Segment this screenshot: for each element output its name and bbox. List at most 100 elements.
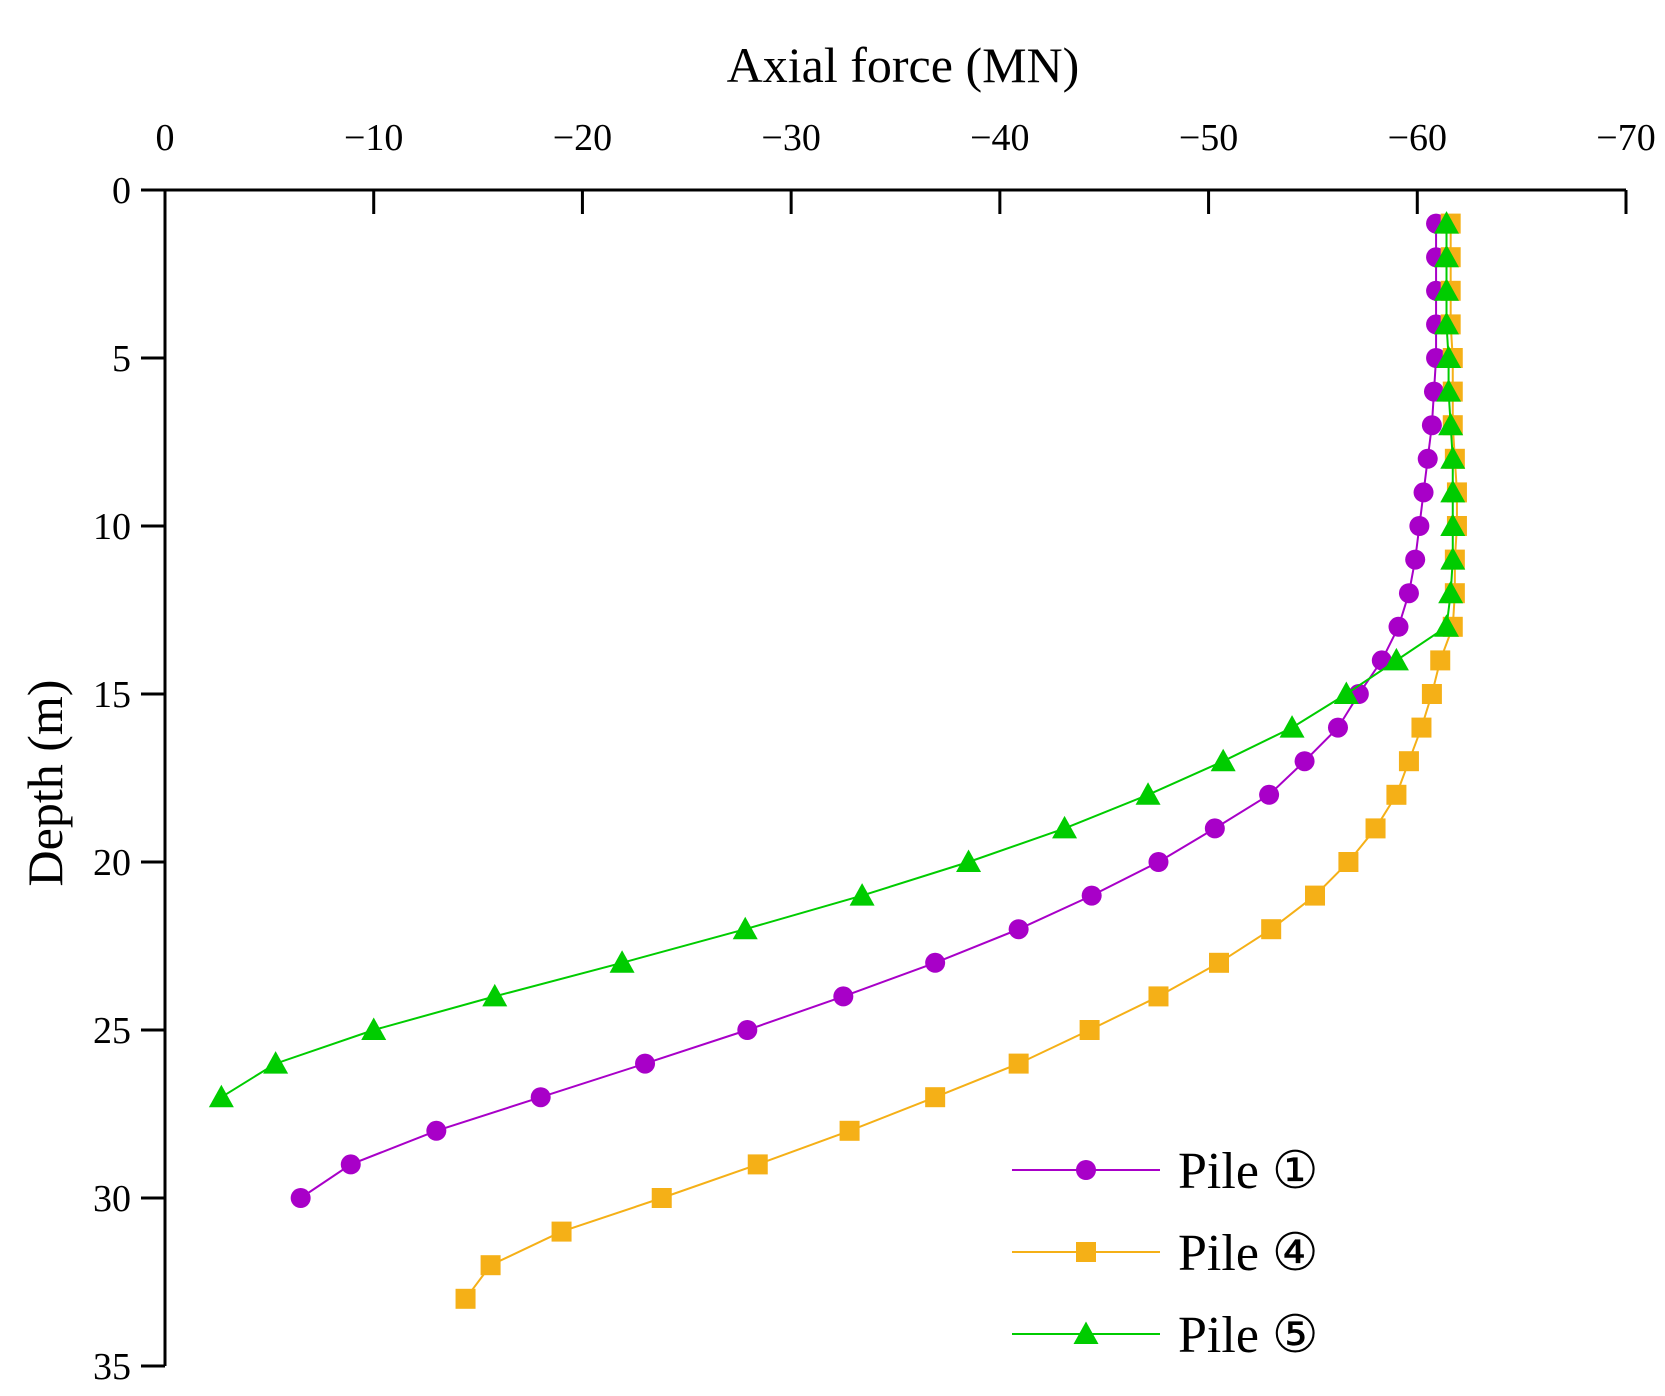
y-tick-label: 5 — [112, 338, 131, 380]
data-point-circle — [1327, 717, 1348, 738]
data-point-circle — [1008, 919, 1029, 940]
legend-entry-2: Pile ④ — [1012, 1225, 1319, 1282]
data-point-triangle — [1210, 748, 1236, 772]
x-tick-label: −40 — [970, 117, 1029, 159]
data-point-circle — [1388, 616, 1409, 637]
x-axis-ticks: 0 −10 −20 −30 −40 −50 −60 −70 — [156, 117, 1656, 214]
data-point-square — [480, 1255, 501, 1276]
x-tick-label: −70 — [1596, 117, 1655, 159]
data-point-triangle — [1434, 614, 1460, 637]
data-point-triangle — [1333, 681, 1359, 704]
data-point-square — [1365, 818, 1386, 839]
data-point-triangle — [1434, 311, 1460, 335]
data-point-triangle — [1436, 379, 1462, 402]
data-point-triangle — [1434, 211, 1460, 234]
legend-label: Pile ⑤ — [1178, 1307, 1319, 1364]
data-point-triangle — [1438, 580, 1464, 604]
data-point-square — [1008, 1053, 1029, 1074]
data-point-circle — [1076, 1160, 1096, 1180]
data-point-triangle — [956, 849, 982, 872]
data-point-circle — [340, 1154, 361, 1175]
data-point-circle — [1081, 885, 1102, 906]
data-point-triangle — [1434, 244, 1460, 268]
data-point-circle — [1148, 852, 1169, 872]
series-3 — [208, 211, 1466, 1108]
legend-label: Pile ④ — [1178, 1225, 1319, 1282]
data-point-circle — [1413, 482, 1434, 503]
series-line — [300, 223, 1438, 1199]
data-point-circle — [1417, 448, 1438, 469]
data-point-square — [1079, 1020, 1100, 1040]
data-point-square — [1411, 717, 1432, 738]
data-point-square — [747, 1154, 768, 1175]
data-point-triangle — [263, 1051, 289, 1074]
data-point-square — [1398, 751, 1419, 772]
data-point-triangle — [1440, 513, 1466, 536]
data-point-square — [1148, 986, 1169, 1007]
x-tick-label: −60 — [1388, 117, 1447, 159]
data-point-triangle — [482, 983, 508, 1007]
data-point-square — [1305, 885, 1326, 906]
y-tick-label: 0 — [112, 170, 131, 212]
data-point-triangle — [1279, 715, 1305, 738]
data-point-triangle — [208, 1084, 234, 1108]
series-1 — [290, 213, 1447, 1208]
x-axis-title: Axial force (MN) — [727, 37, 1080, 93]
legend-label: Pile ① — [1178, 1143, 1319, 1200]
data-point-triangle — [1440, 446, 1466, 469]
data-point-triangle — [1438, 412, 1464, 436]
data-point-circle — [290, 1188, 311, 1208]
data-point-circle — [1259, 784, 1280, 805]
x-tick-label: −30 — [761, 117, 820, 159]
axes — [163, 188, 1626, 1366]
data-point-square — [1076, 1242, 1096, 1262]
y-tick-label: 25 — [93, 1010, 131, 1052]
data-point-circle — [635, 1053, 656, 1074]
legend: Pile ① Pile ④ Pile ⑤ — [1012, 1143, 1319, 1364]
data-point-square — [839, 1120, 860, 1141]
data-point-triangle — [1073, 1321, 1099, 1344]
data-point-circle — [737, 1020, 758, 1040]
series-line — [220, 223, 1454, 1099]
legend-entry-3: Pile ⑤ — [1012, 1307, 1319, 1364]
y-tick-label: 10 — [93, 506, 131, 548]
data-point-triangle — [732, 916, 758, 940]
y-tick-label: 30 — [93, 1178, 131, 1220]
data-point-square — [1421, 684, 1442, 704]
legend-entry-1: Pile ① — [1012, 1143, 1319, 1200]
data-point-square — [1338, 852, 1359, 872]
x-tick-label: −50 — [1179, 117, 1238, 159]
series-layer — [208, 211, 1467, 1309]
y-tick-label: 20 — [93, 842, 131, 884]
data-point-triangle — [361, 1017, 387, 1040]
data-point-circle — [1421, 415, 1442, 436]
data-point-circle — [1405, 549, 1426, 570]
y-tick-label: 15 — [93, 674, 131, 716]
data-point-circle — [530, 1087, 551, 1108]
y-axis-ticks: 0 5 10 15 20 25 30 35 — [93, 170, 165, 1388]
data-point-square — [551, 1221, 572, 1242]
y-tick-label: 35 — [93, 1346, 131, 1388]
data-point-square — [925, 1087, 946, 1108]
data-point-triangle — [1052, 815, 1078, 839]
data-point-triangle — [609, 950, 635, 973]
data-point-square — [1209, 952, 1230, 973]
data-point-triangle — [849, 883, 875, 906]
data-point-triangle — [1434, 278, 1460, 301]
y-axis-title: Depth (m) — [17, 680, 73, 887]
data-point-circle — [1294, 751, 1315, 772]
data-point-square — [1386, 784, 1407, 805]
data-point-triangle — [1383, 647, 1409, 671]
data-point-circle — [1204, 818, 1225, 839]
data-point-square — [1261, 919, 1282, 940]
x-tick-label: −20 — [553, 117, 612, 159]
x-tick-label: 0 — [156, 117, 175, 159]
data-point-square — [1430, 650, 1451, 671]
data-point-circle — [925, 952, 946, 973]
x-tick-label: −10 — [344, 117, 403, 159]
data-point-circle — [1398, 583, 1419, 604]
data-point-triangle — [1135, 782, 1161, 805]
data-point-triangle — [1436, 345, 1462, 368]
data-point-circle — [426, 1120, 447, 1141]
